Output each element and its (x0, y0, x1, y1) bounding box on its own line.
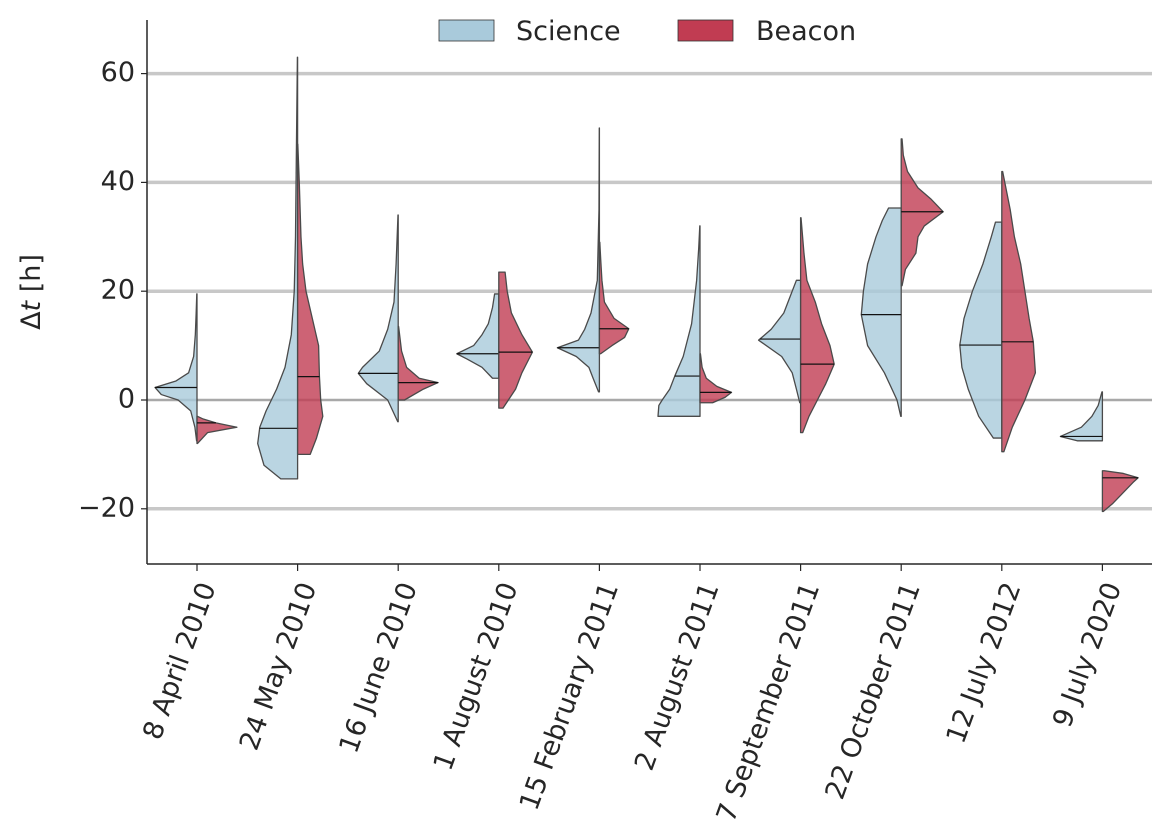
violin-science (456, 293, 500, 379)
violin-beacon (699, 353, 733, 404)
violin-beacon (1101, 470, 1139, 513)
violin-science (860, 207, 902, 417)
axes (146, 20, 1152, 565)
legend-swatch-beacon (677, 19, 734, 42)
violin-science (959, 221, 1003, 439)
violin-beacon (296, 143, 324, 456)
y-axis-title: Δt [h] (16, 254, 47, 330)
y-tick-label: −20 (78, 492, 135, 523)
legend: Science Beacon (438, 16, 856, 47)
legend-label-science: Science (516, 16, 621, 47)
x-tick-label: 9 July 2020 (1047, 578, 1128, 731)
violin-science (257, 56, 299, 480)
y-tick-label: 60 (101, 57, 135, 88)
violin-beacon (799, 217, 835, 434)
violin-beacon (196, 415, 238, 445)
x-tick-label: 24 May 2010 (234, 578, 323, 754)
violin-science (757, 279, 802, 404)
x-tick-label: 2 August 2011 (629, 578, 726, 774)
x-tick-label: 1 August 2010 (428, 578, 525, 774)
violin-beacon (1001, 170, 1037, 453)
violin-science (1059, 391, 1104, 442)
y-ticks: −20 0 20 40 60 (78, 57, 147, 523)
violin-science (556, 127, 601, 393)
legend-swatch-science (438, 19, 495, 42)
legend-label-beacon: Beacon (756, 16, 856, 47)
x-tick-label: 15 February 2011 (514, 578, 625, 814)
x-ticks: 8 April 2010 24 May 2010 16 June 2010 1 Aug… (137, 564, 1128, 826)
x-tick-label: 16 June 2010 (333, 578, 423, 757)
violin-beacon (498, 271, 534, 409)
violin-beacon (397, 325, 439, 401)
violins (154, 56, 1139, 513)
x-tick-label: 22 October 2011 (820, 578, 927, 803)
y-tick-label: 0 (118, 384, 135, 415)
violin-science (357, 214, 399, 423)
x-tick-label: 7 September 2011 (711, 578, 826, 826)
x-tick-label: 8 April 2010 (137, 578, 222, 743)
y-tick-label: 40 (101, 166, 135, 197)
violin-beacon (598, 241, 630, 355)
y-tick-label: 20 (101, 275, 135, 306)
violin-science (657, 225, 701, 417)
x-tick-label: 12 July 2012 (941, 578, 1028, 747)
violin-science (154, 293, 198, 442)
